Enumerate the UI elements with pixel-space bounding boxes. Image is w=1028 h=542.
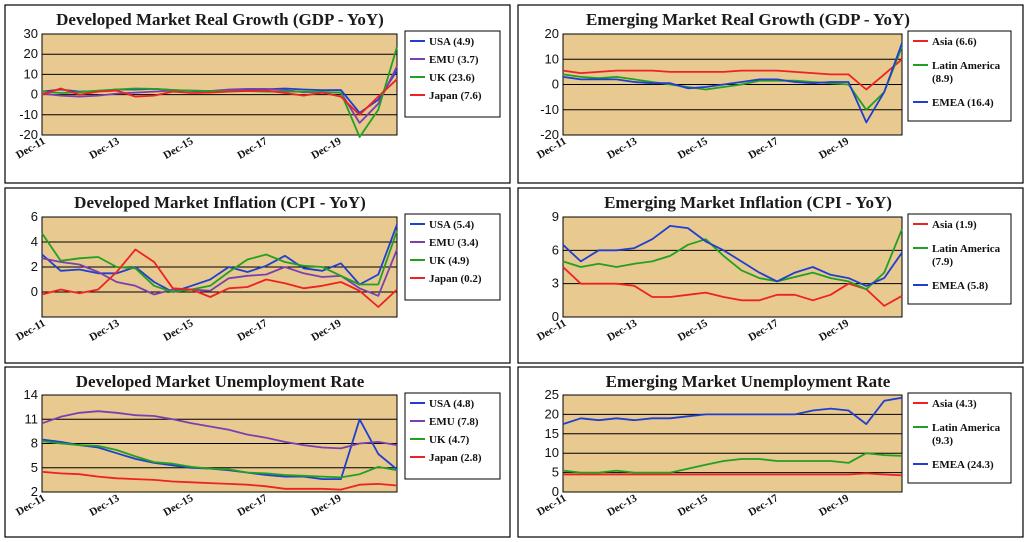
y-tick-label: -20 bbox=[19, 127, 38, 142]
legend-label: Japan (0.2) bbox=[429, 273, 482, 285]
chart-title: Emerging Market Real Growth (GDP - YoY) bbox=[586, 10, 910, 29]
legend-label-cont: (7.9) bbox=[932, 256, 953, 268]
y-tick-label: -10 bbox=[540, 102, 559, 117]
series-line-4 bbox=[41, 470, 398, 491]
y-tick-label: 3 bbox=[552, 276, 559, 291]
y-tick-label: 10 bbox=[545, 445, 559, 460]
legend-label: Asia (1.9) bbox=[932, 219, 977, 231]
legend-label: Asia (4.3) bbox=[932, 398, 977, 410]
legend-label: EMEA (16.4) bbox=[932, 97, 994, 109]
legend-label: USA (4.9) bbox=[429, 36, 475, 48]
legend-label: Latin America bbox=[932, 422, 1001, 434]
y-tick-label: 30 bbox=[24, 26, 38, 41]
series-line-1 bbox=[563, 472, 903, 477]
legend-box bbox=[907, 30, 1012, 122]
series-line-3 bbox=[562, 42, 903, 124]
legend-label: Latin America bbox=[932, 60, 1001, 72]
chart-panel-2: Emerging Market Real Growth (GDP - YoY) -… bbox=[517, 4, 1024, 184]
y-tick-label: 2 bbox=[31, 484, 38, 499]
y-tick-label: 11 bbox=[25, 411, 39, 426]
y-tick-label: 0 bbox=[552, 309, 559, 324]
y-tick-label: 0 bbox=[552, 484, 559, 499]
series-line-2 bbox=[41, 249, 398, 297]
chart-panel-1: Developed Market Real Growth (GDP - YoY)… bbox=[4, 4, 511, 184]
chart-panel-6: Emerging Market Unemployment Rate 0 5 10 15 2… bbox=[517, 366, 1024, 538]
legend-label: UK (4.7) bbox=[429, 434, 470, 446]
y-tick-label: 6 bbox=[31, 209, 38, 224]
series-line-2 bbox=[41, 410, 398, 450]
legend-label: EMEA (5.8) bbox=[932, 280, 989, 292]
legend-label-cont: (8.9) bbox=[932, 73, 953, 85]
y-tick-label: 6 bbox=[552, 242, 559, 257]
legend-label-cont: (9.3) bbox=[932, 435, 953, 447]
y-tick-label: -20 bbox=[540, 127, 559, 142]
y-tick-label: 0 bbox=[31, 284, 38, 299]
y-tick-label: 10 bbox=[24, 66, 38, 81]
legend-label: USA (5.4) bbox=[429, 219, 475, 231]
chart-title: Developed Market Real Growth (GDP - YoY) bbox=[56, 10, 384, 29]
legend-label: EMU (7.8) bbox=[429, 416, 479, 428]
y-tick-label: 15 bbox=[545, 426, 559, 441]
series-line-3 bbox=[41, 230, 398, 293]
y-tick-label: 2 bbox=[31, 259, 38, 274]
y-tick-label: 0 bbox=[552, 77, 559, 92]
series-line-3 bbox=[562, 396, 903, 426]
legend-label: Asia (6.6) bbox=[932, 36, 977, 48]
chart-title: Developed Market Inflation (CPI - YoY) bbox=[74, 193, 366, 212]
legend-label: EMEA (24.3) bbox=[932, 459, 994, 471]
legend-box bbox=[907, 213, 1012, 305]
chart-panel-4: Emerging Market Inflation (CPI - YoY) 0 3 6… bbox=[517, 187, 1024, 364]
legend-label: EMU (3.7) bbox=[429, 54, 479, 66]
legend-label: USA (4.8) bbox=[429, 398, 475, 410]
series-line-3 bbox=[41, 440, 398, 479]
legend-box bbox=[404, 392, 501, 480]
y-tick-label: 0 bbox=[31, 87, 38, 102]
legend-label: UK (4.9) bbox=[429, 255, 470, 267]
series-line-2 bbox=[562, 452, 903, 474]
y-tick-label: 25 bbox=[545, 387, 559, 402]
legend-box bbox=[404, 213, 501, 301]
series-line-2 bbox=[562, 228, 903, 291]
legend-label: Latin America bbox=[932, 243, 1001, 255]
y-tick-label: 14 bbox=[24, 387, 38, 402]
series-line-2 bbox=[562, 46, 903, 111]
series-line-1 bbox=[562, 58, 903, 91]
series-line-3 bbox=[41, 46, 398, 138]
legend-label: Japan (7.6) bbox=[429, 90, 482, 102]
chart-title: Emerging Market Unemployment Rate bbox=[606, 372, 891, 391]
y-tick-label: 4 bbox=[31, 234, 38, 249]
chart-panel-5: Developed Market Unemployment Rate 2 5 8 11 1… bbox=[4, 366, 511, 538]
series-line-4 bbox=[41, 78, 398, 116]
legend-box bbox=[404, 30, 501, 118]
series-line-4 bbox=[41, 248, 398, 308]
y-tick-label: 8 bbox=[31, 436, 38, 451]
y-tick-label: 10 bbox=[545, 51, 559, 66]
plot-area bbox=[562, 394, 903, 493]
y-tick-label: 20 bbox=[545, 26, 559, 41]
plot-area bbox=[41, 33, 398, 136]
chart-title: Developed Market Unemployment Rate bbox=[76, 372, 365, 391]
y-tick-label: -10 bbox=[19, 107, 38, 122]
y-tick-label: 5 bbox=[31, 460, 38, 475]
legend-label: Japan (2.8) bbox=[429, 452, 482, 464]
chart-title: Emerging Market Inflation (CPI - YoY) bbox=[604, 193, 892, 212]
legend-box bbox=[907, 392, 1012, 484]
y-tick-label: 20 bbox=[545, 406, 559, 421]
series-line-3 bbox=[562, 224, 903, 287]
y-tick-label: 9 bbox=[552, 209, 559, 224]
legend-label: EMU (3.4) bbox=[429, 237, 479, 249]
y-tick-label: 20 bbox=[24, 46, 38, 61]
series-line-1 bbox=[562, 266, 903, 307]
y-tick-label: 5 bbox=[552, 465, 559, 480]
chart-panel-3: Developed Market Inflation (CPI - YoY) 0 2… bbox=[4, 187, 511, 364]
legend-label: UK (23.6) bbox=[429, 72, 475, 84]
